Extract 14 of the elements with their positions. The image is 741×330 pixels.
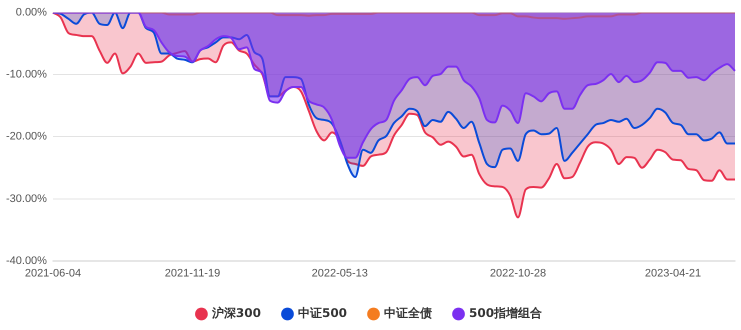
x-tick-label: 2021-06-04 <box>24 267 82 280</box>
x-tick-label: 2021-11-19 <box>164 267 220 280</box>
y-tick-label: -30.00% <box>6 192 48 205</box>
y-tick-label: -40.00% <box>6 254 48 267</box>
x-tick-label: 2023-04-21 <box>644 267 702 280</box>
legend-label: 沪深300 <box>210 306 261 320</box>
y-tick-label: -10.00% <box>6 68 48 81</box>
x-tick-label: 2022-10-28 <box>490 267 546 280</box>
legend-label: 中证500 <box>298 306 348 320</box>
y-tick-label: -20.00% <box>6 130 48 143</box>
legend-label: 中证全债 <box>384 306 432 320</box>
y-tick-label: 0.00% <box>16 6 48 19</box>
x-tick-label: 2022-05-13 <box>312 267 368 280</box>
legend-label: 500指增组合 <box>469 306 544 320</box>
